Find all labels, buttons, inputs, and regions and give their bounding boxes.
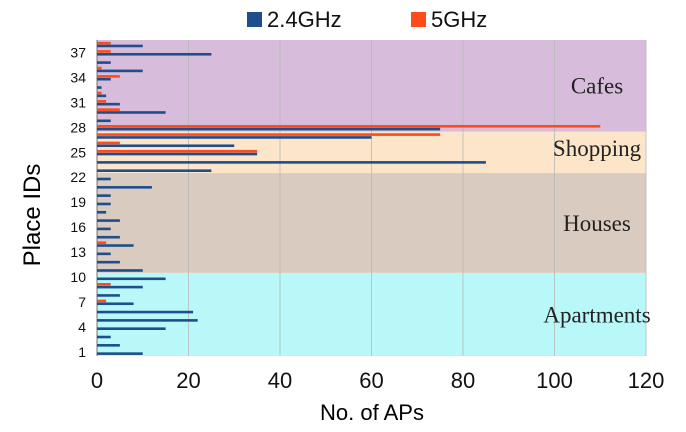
region-label: Cafes <box>571 74 623 99</box>
x-tick-label: 0 <box>91 368 103 393</box>
bar-2-4ghz <box>97 102 120 106</box>
bar-2-4ghz <box>97 335 111 339</box>
bar-2-4ghz <box>97 227 111 231</box>
y-tick-label: 34 <box>70 69 86 85</box>
bar-5ghz <box>97 241 107 245</box>
x-tick-label: 100 <box>536 368 573 393</box>
region-labels: Apartments Houses Shopping Cafes <box>543 74 650 328</box>
legend-swatch <box>247 12 262 27</box>
bar-2-4ghz <box>97 152 258 156</box>
bar-2-4ghz <box>97 210 107 214</box>
bar-2-4ghz <box>97 252 111 256</box>
region-label: Houses <box>563 211 631 236</box>
bar-2-4ghz <box>97 52 212 56</box>
x-tick-label: 60 <box>359 368 383 393</box>
bar-2-4ghz <box>97 161 486 164</box>
x-axis-label: No. of APs <box>320 400 424 425</box>
bar-2-4ghz <box>97 61 111 64</box>
bar-5ghz <box>97 133 441 136</box>
y-tick-label: 25 <box>70 144 86 160</box>
y-tick-label: 19 <box>70 194 86 210</box>
bar-2-4ghz <box>97 119 111 123</box>
bar-2-4ghz <box>97 235 120 239</box>
y-tick-label: 10 <box>70 269 86 285</box>
bar-5ghz <box>97 124 601 128</box>
bar-2-4ghz <box>97 277 166 281</box>
bar-2-4ghz <box>97 260 120 264</box>
bar-5ghz <box>97 149 258 153</box>
region-label: Apartments <box>543 302 650 327</box>
bar-2-4ghz <box>97 269 143 272</box>
y-axis-ticks: 1 4 7 10 13 16 19 22 25 28 31 34 37 <box>70 44 86 359</box>
bar-5ghz <box>97 141 120 145</box>
y-axis-label: Place IDs <box>19 164 46 267</box>
bar-5ghz <box>97 100 107 103</box>
y-tick-label: 31 <box>70 94 86 110</box>
y-tick-label: 13 <box>70 244 86 260</box>
bar-2-4ghz <box>97 136 372 139</box>
bar-2-4ghz <box>97 127 441 131</box>
bar-2-4ghz <box>97 302 134 306</box>
bar-series <box>97 41 601 355</box>
bar-2-4ghz <box>97 285 143 289</box>
bar-2-4ghz <box>97 310 194 314</box>
bar-5ghz <box>97 75 120 78</box>
bar-2-4ghz <box>97 111 166 114</box>
bar-2-4ghz <box>97 186 152 189</box>
x-axis-ticks: 0 20 40 60 80 100 120 <box>91 368 664 393</box>
legend: 2.4GHz 5GHz <box>247 7 487 32</box>
bar-2-4ghz <box>97 94 107 98</box>
y-tick-label: 28 <box>70 119 86 135</box>
bar-2-4ghz <box>97 202 111 206</box>
bar-2-4ghz <box>97 194 111 197</box>
bar-5ghz <box>97 66 102 70</box>
bar-2-4ghz <box>97 86 102 89</box>
bar-2-4ghz <box>97 169 212 172</box>
y-tick-label: 37 <box>70 44 86 60</box>
bar-2-4ghz <box>97 327 166 330</box>
y-tick-label: 16 <box>70 219 86 235</box>
bar-5ghz <box>97 50 111 53</box>
bar-2-4ghz <box>97 352 143 355</box>
bar-2-4ghz <box>97 294 120 297</box>
bar-5ghz <box>97 91 102 95</box>
bar-5ghz <box>97 41 111 45</box>
bar-2-4ghz <box>97 344 120 347</box>
y-tick-label: 7 <box>78 294 86 310</box>
legend-swatch <box>411 12 426 27</box>
y-tick-label: 1 <box>78 344 86 360</box>
y-tick-label: 22 <box>70 169 86 185</box>
x-tick-label: 120 <box>628 368 665 393</box>
bar-2-4ghz <box>97 69 143 73</box>
x-tick-label: 80 <box>451 368 475 393</box>
bar-2-4ghz <box>97 144 235 148</box>
x-tick-label: 40 <box>268 368 292 393</box>
legend-label: 2.4GHz <box>267 7 342 32</box>
x-tick-label: 20 <box>176 368 200 393</box>
bar-5ghz <box>97 282 111 286</box>
bar-2-4ghz <box>97 244 134 247</box>
bar-5ghz <box>97 299 107 303</box>
bar-2-4ghz <box>97 319 198 322</box>
region-label: Shopping <box>553 136 642 161</box>
bar-2-4ghz <box>97 177 111 181</box>
bar-2-4ghz <box>97 44 143 48</box>
bar-5ghz <box>97 108 120 111</box>
bar-2-4ghz <box>97 77 111 81</box>
bar-2-4ghz <box>97 219 120 222</box>
y-tick-label: 4 <box>78 319 86 335</box>
legend-label: 5GHz <box>431 7 487 32</box>
